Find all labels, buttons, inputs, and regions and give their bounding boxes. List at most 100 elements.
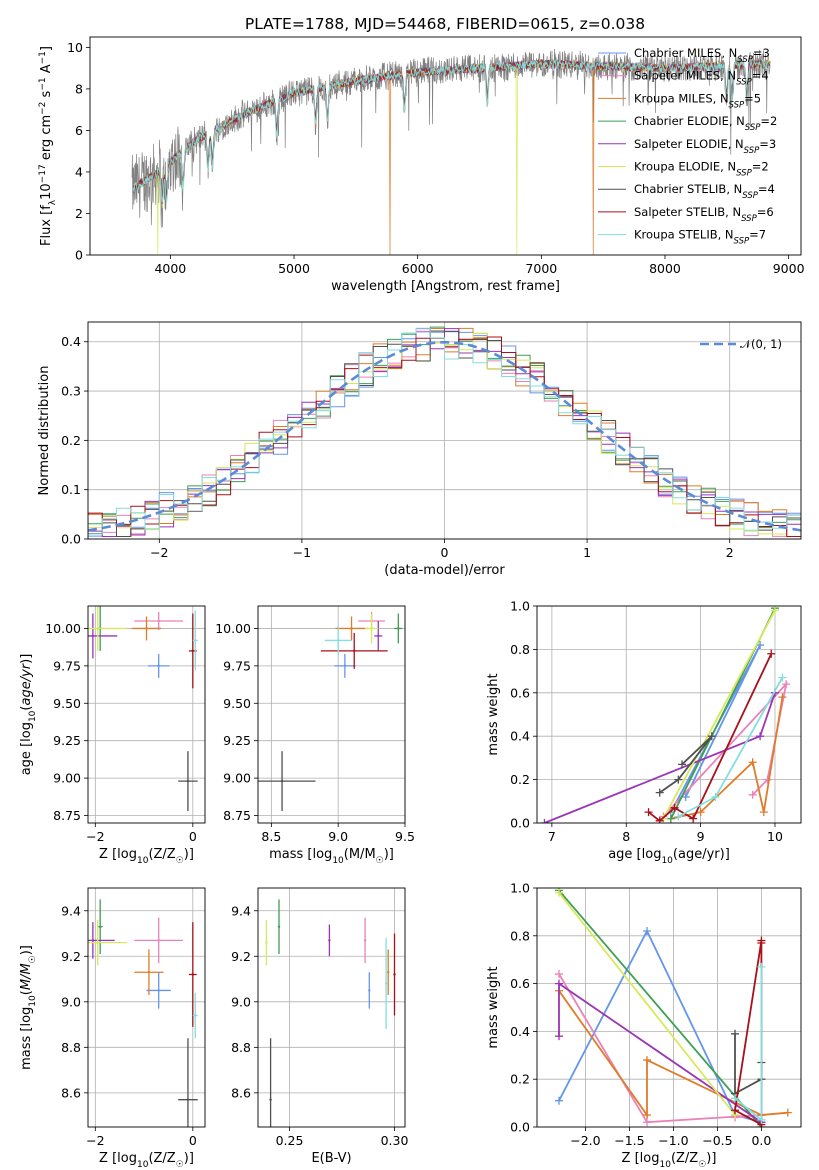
legend-nssp-value: =4 [752,69,769,83]
x-tick-label: −0.5 [702,1133,732,1148]
grid [88,888,205,1127]
y-axis-label-part: M/M [19,963,34,990]
plus-marker [555,970,563,979]
legend-model-label: Kroupa MILES, N [634,91,729,105]
legend-model-label: Salpeter ELODIE, N [634,137,744,151]
plus-marker [748,758,757,767]
data-point [269,1098,272,1101]
mass-weight-series-8 [734,966,763,1122]
data-point [186,1098,190,1101]
data-point [384,982,388,985]
x-axis-label-part: M/M [349,847,376,862]
data-point [191,649,195,653]
y-axis-label-part: 10 [28,710,38,722]
y-axis-label-part: −1 [38,77,48,90]
plus-marker [678,760,687,769]
data-point [194,639,197,642]
y-tick-label: 8.75 [53,808,81,823]
y-axis-label-part: ☉ [28,955,38,963]
y-tick-label: 9.25 [223,733,251,748]
y-axis-label-part: −2 [38,102,48,115]
legend-model-label: Salpeter STELIB, N [634,205,741,219]
data-point [353,649,356,653]
data-point [368,989,371,992]
plus-marker [707,732,716,741]
data-point [98,925,102,928]
legend-model-label: Salpeter MILES, N [634,69,736,83]
model-spectrum-8 [132,59,771,203]
x-axis-label-part: ☉ [698,1160,706,1170]
data-point [363,939,367,942]
legend-entry: Salpeter STELIB, NSSP=6 [634,205,774,224]
data-point [393,973,396,976]
y-tick-label: 8 [75,81,83,96]
x-axis-label: mass [log10(M/M☉)] [269,847,394,866]
x-axis-label-part: Z/Z [676,1151,698,1166]
legend-nssp-value: =3 [759,137,776,151]
x-axis-label-part: )] [706,1151,716,1166]
legend-model-label: Kroupa ELODIE, N [634,160,736,174]
y-tick-label: 0.4 [510,1024,530,1039]
x-axis-label-part: ( [148,847,153,862]
plus-marker [711,792,720,801]
data-point [186,779,190,783]
y-axis-label: Normed distribution [37,366,52,496]
x-tick-label: −1 [293,545,311,560]
x-axis-label-part: 10 [137,856,149,866]
y-tick-label: 0.0 [510,816,530,831]
legend-entry: Kroupa STELIB, NSSP=7 [634,228,766,247]
plot-area [88,326,801,537]
x-tick-label: 9 [697,829,705,844]
data-point [377,634,380,638]
y-axis-label-part: erg cm [39,115,54,164]
x-tick-label: 9.5 [395,829,415,844]
y-tick-label: 0.6 [510,685,530,700]
y-tick-label: 9.0 [231,994,251,1009]
y-tick-label: 0.0 [510,1120,530,1135]
legend-entry: 𝒩(0, 1) [740,337,782,351]
data-point [194,1014,197,1017]
y-tick-label: 9.00 [223,771,251,786]
x-tick-label: 0 [441,545,449,560]
data-point [147,971,151,974]
panel-residuals: −2 −1 0 1 2 0.0 0.1 0.2 0.3 0.4 (data-model)/error… [37,321,802,578]
plus-marker [767,649,776,658]
y-axis-label-part: )] [19,945,34,955]
legend-nssp-value: =4 [758,182,775,196]
x-axis-label-part: (data-model)/error [384,563,505,578]
x-tick-label: 8 [622,829,630,844]
x-axis-label-part: age [log [608,847,661,862]
legend-nssp-subscript: SSP [734,237,750,247]
axes-frame [257,887,406,1128]
plot-area [265,899,396,1127]
x-axis-label-part: ( [671,1151,676,1166]
x-axis-label: E(B-V) [311,1151,351,1166]
axes-frame [536,887,802,1128]
x-axis-label: Z [log10(Z/Z☉)] [99,847,194,866]
y-axis-label: mass [log10(M/M☉)] [19,945,38,1070]
plus-marker [782,680,791,689]
data-point [343,664,347,668]
y-tick-label: 0.6 [510,976,530,991]
data-point [91,939,95,942]
normal-reference-curve [88,340,801,532]
y-axis-label-part: Normed distribution [37,366,52,496]
plus-marker [643,1111,651,1120]
data-point [157,619,160,623]
mass-weight-series-4 [558,981,762,1123]
y-tick-label: 0.2 [510,772,530,787]
x-tick-label: 10 [767,829,783,844]
y-tick-label: 8.6 [61,1085,81,1100]
plus-marker [555,1096,563,1105]
plot-area [555,888,792,1127]
y-axis-label-part: −17 [38,164,48,183]
y-tick-label: 8.75 [223,808,251,823]
plus-marker [644,808,653,817]
y-tick-label: 1.0 [510,881,530,896]
plus-marker [731,1106,739,1115]
y-axis-label-part: age/yr [19,662,34,705]
y-axis-label-part: Flux [f [39,205,54,246]
y-tick-label: 9.50 [53,696,81,711]
plus-marker [770,606,779,615]
